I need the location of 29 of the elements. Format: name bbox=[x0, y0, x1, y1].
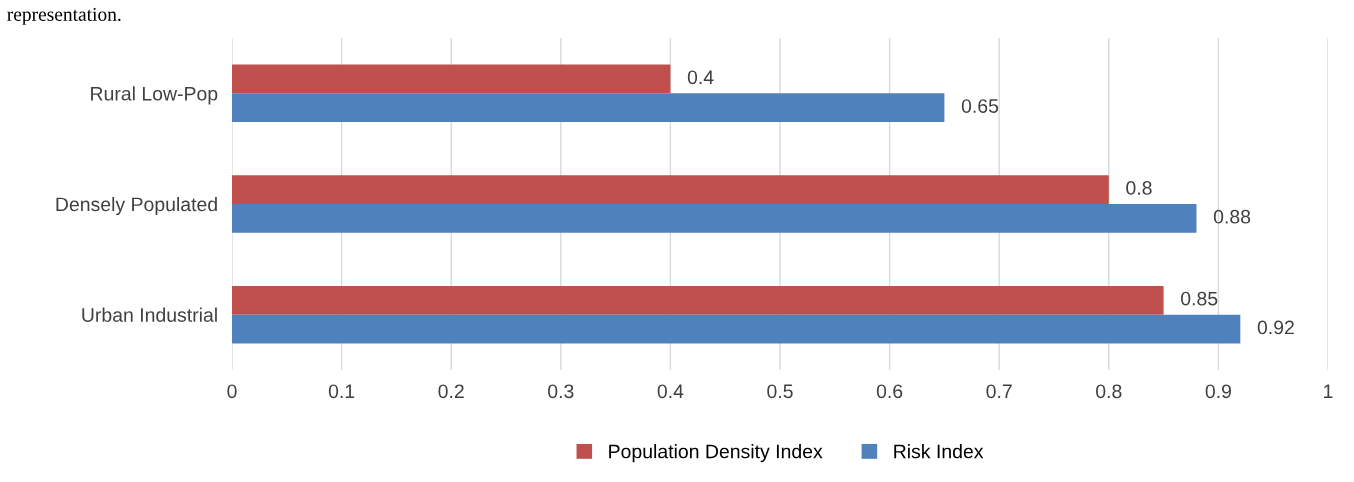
legend-label: Population Density Index bbox=[609, 444, 823, 463]
x-tick-label: 0.9 bbox=[1205, 384, 1231, 399]
data-label: 0.4 bbox=[687, 70, 714, 85]
bar bbox=[232, 204, 1197, 233]
x-tick-label: 1 bbox=[1324, 384, 1333, 398]
bar bbox=[232, 285, 1164, 315]
x-tick-label: 0.4 bbox=[657, 384, 684, 399]
bar bbox=[232, 93, 945, 123]
x-tick-label: 0.3 bbox=[548, 384, 574, 399]
x-tick-label: 0 bbox=[227, 384, 237, 399]
y-tick-label: Densely Populated bbox=[56, 196, 217, 216]
data-label: 0.8 bbox=[1126, 181, 1152, 195]
x-tick-label: 0.5 bbox=[767, 384, 793, 399]
data-label: 0.85 bbox=[1181, 291, 1218, 306]
y-tick-label: Rural Low-Pop bbox=[91, 86, 218, 105]
legend-label: Risk Index bbox=[894, 444, 984, 459]
bar bbox=[232, 175, 1109, 204]
x-tick-label: 0.8 bbox=[1096, 384, 1122, 399]
y-tick-label: Urban Industrial bbox=[82, 307, 217, 322]
data-label: 0.92 bbox=[1257, 320, 1294, 335]
data-label: 0.88 bbox=[1213, 209, 1251, 224]
x-tick-label: 0.1 bbox=[328, 384, 355, 399]
bar bbox=[232, 64, 671, 94]
x-tick-label: 0.2 bbox=[438, 384, 464, 399]
x-tick-label: 0.6 bbox=[876, 384, 903, 399]
data-label: 0.65 bbox=[961, 99, 999, 113]
text: representation. bbox=[7, 7, 121, 25]
x-tick-label: 0.7 bbox=[986, 384, 1012, 399]
bar bbox=[232, 314, 1241, 344]
